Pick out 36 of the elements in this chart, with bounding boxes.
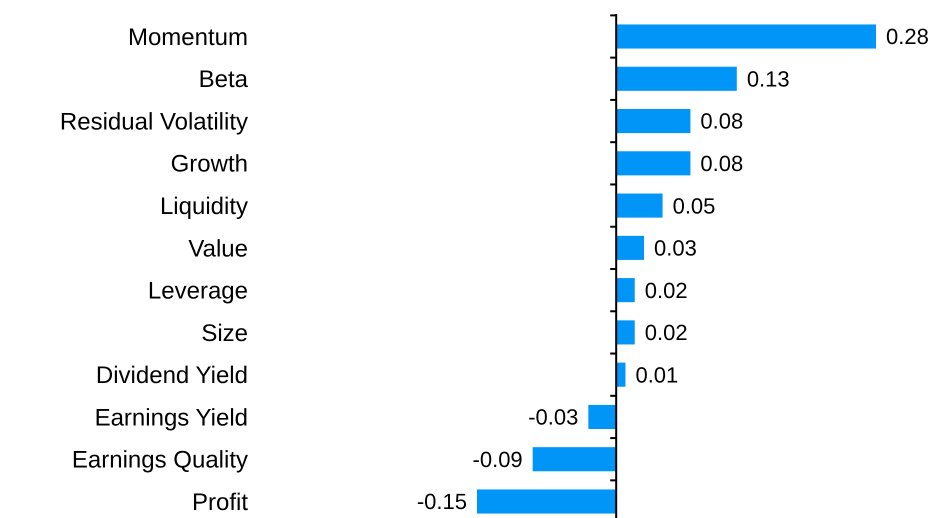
- y-tick-label: Profit: [192, 488, 248, 516]
- data-label: 0.02: [644, 278, 688, 303]
- bar: [616, 194, 663, 218]
- y-tick-label: Size: [201, 320, 248, 347]
- y-tick-label: Value: [188, 235, 248, 262]
- data-label: 0.08: [700, 151, 744, 176]
- bar: [616, 24, 876, 49]
- bar: [477, 489, 616, 514]
- bar: [588, 404, 616, 429]
- data-label: 0.13: [746, 66, 790, 92]
- bar: [616, 66, 737, 91]
- data-label: -0.09: [472, 446, 523, 472]
- data-label: 0.03: [654, 236, 697, 261]
- bar: [616, 236, 644, 260]
- data-label: 0.01: [635, 362, 678, 388]
- data-label: 0.05: [672, 193, 716, 218]
- y-tick-label: Beta: [198, 66, 249, 94]
- data-label: 0.08: [700, 108, 744, 134]
- y-tick-label: Earnings Quality: [72, 446, 248, 474]
- bar: [616, 362, 626, 387]
- y-tick-label: Residual Volatility: [60, 108, 248, 136]
- bar: [616, 278, 635, 302]
- bar: [616, 151, 690, 176]
- data-label: -0.15: [416, 489, 467, 514]
- data-label: -0.03: [528, 404, 578, 430]
- data-label: 0.28: [886, 24, 929, 50]
- bar: [616, 320, 635, 344]
- y-tick-label: Earnings Yield: [94, 404, 248, 432]
- y-tick-label: Liquidity: [160, 192, 248, 220]
- y-tick-label: Momentum: [128, 24, 248, 51]
- y-tick-label: Dividend Yield: [96, 362, 248, 390]
- bar: [532, 447, 616, 472]
- y-tick-label: Growth: [170, 150, 248, 178]
- bar: [616, 109, 690, 134]
- y-tick-label: Leverage: [148, 278, 248, 305]
- data-label: 0.02: [644, 320, 688, 346]
